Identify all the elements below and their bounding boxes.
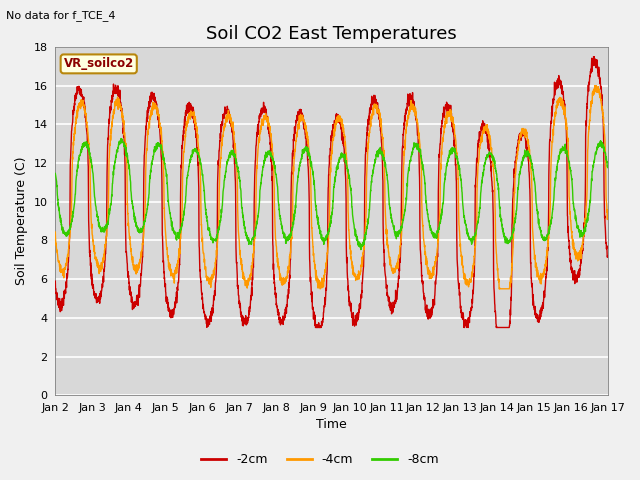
X-axis label: Time: Time xyxy=(316,419,347,432)
Title: Soil CO2 East Temperatures: Soil CO2 East Temperatures xyxy=(206,24,457,43)
Text: VR_soilco2: VR_soilco2 xyxy=(63,58,134,71)
Y-axis label: Soil Temperature (C): Soil Temperature (C) xyxy=(15,157,28,285)
Text: No data for f_TCE_4: No data for f_TCE_4 xyxy=(6,10,116,21)
Legend: -2cm, -4cm, -8cm: -2cm, -4cm, -8cm xyxy=(196,448,444,471)
